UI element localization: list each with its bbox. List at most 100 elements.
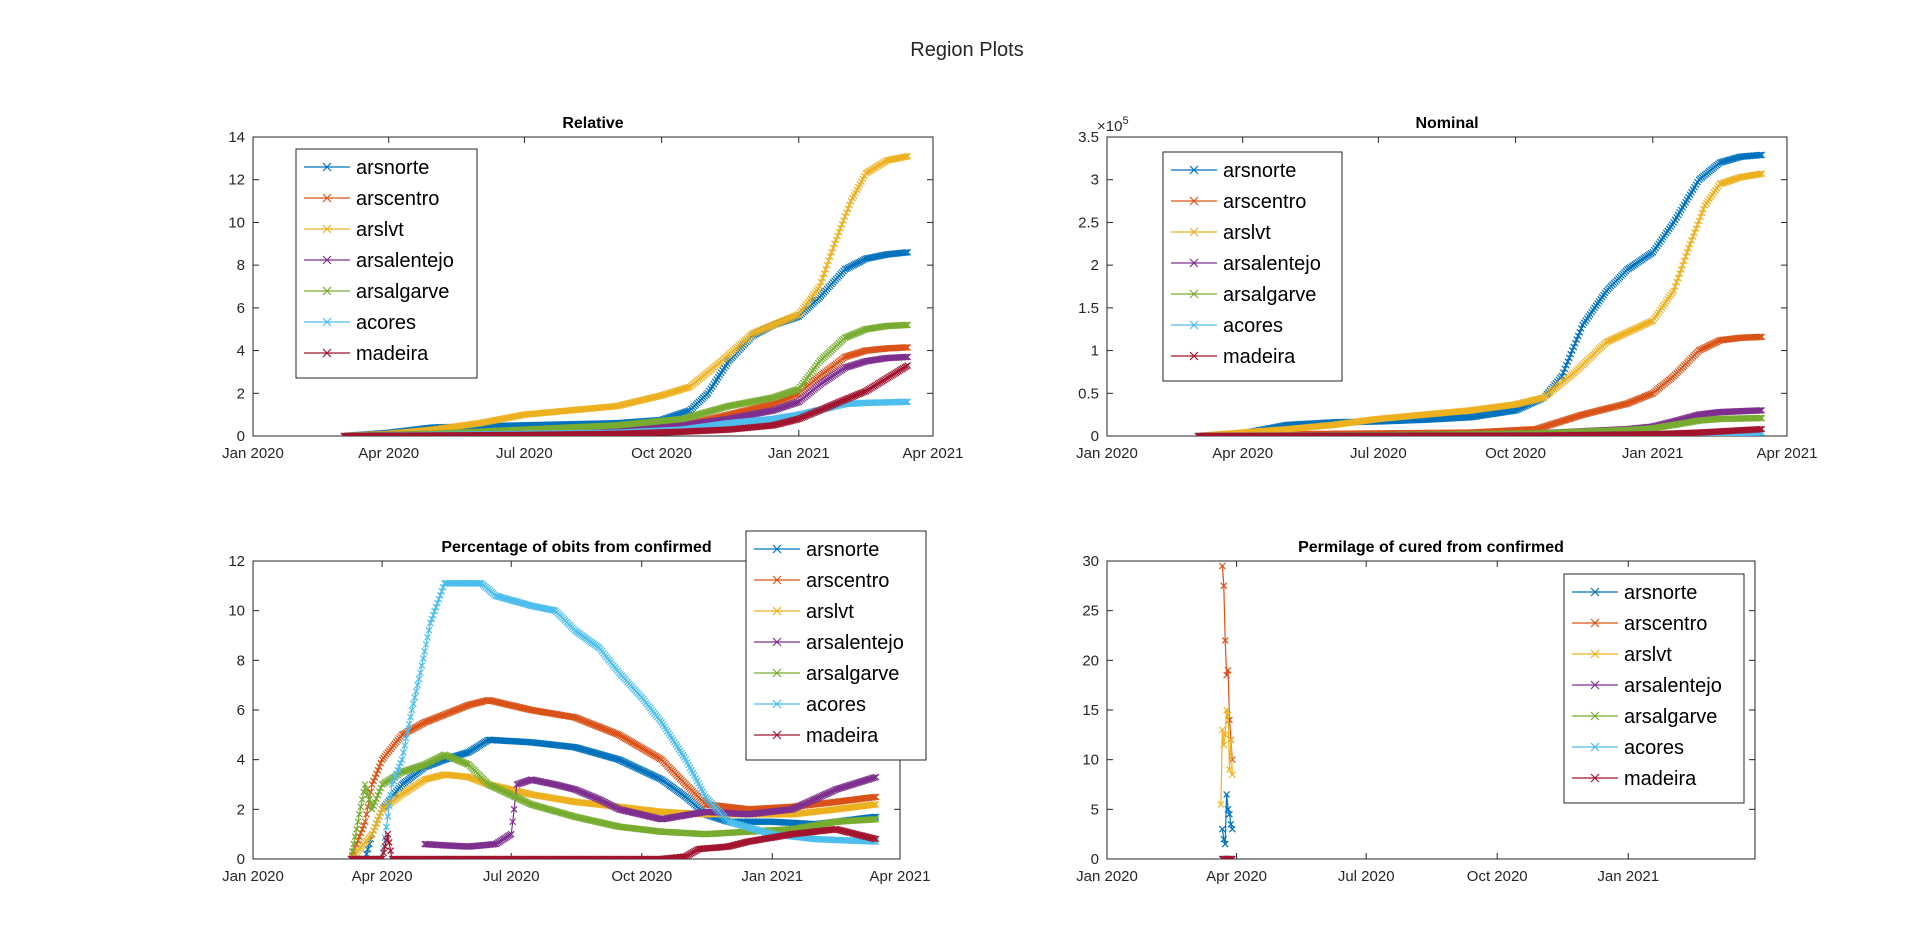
data-point-arsnorte	[1561, 365, 1569, 373]
legend-entry-arscentro: arscentro	[356, 188, 439, 210]
data-point-arslvt	[1674, 274, 1682, 282]
data-point-arsnorte	[1573, 336, 1581, 344]
y-tick-label: 14	[228, 129, 245, 146]
x-tick-label: Jan 2020	[1076, 445, 1138, 462]
data-point-arslvt	[843, 209, 850, 217]
data-point-acores	[901, 398, 909, 406]
data-point-arslvt	[1680, 257, 1688, 265]
data-point-arslvt	[1758, 170, 1766, 178]
x-tick-label: Apr 2020	[358, 445, 419, 462]
data-point-arsnorte	[1574, 332, 1582, 340]
y-tick-label: 3	[1091, 172, 1099, 189]
y-tick-label: 8	[237, 257, 245, 274]
data-point-arslvt	[1691, 229, 1698, 236]
data-point-arsnorte	[1570, 343, 1578, 351]
data-point-arscentro	[902, 344, 910, 351]
data-point-arsnorte	[1562, 361, 1570, 369]
series-madeira	[340, 362, 912, 436]
data-point-arscentro	[1756, 333, 1764, 341]
x-tick-label: Oct 2020	[1485, 445, 1546, 462]
data-point-arslvt	[834, 232, 841, 240]
data-point-arslvt	[1677, 265, 1685, 273]
data-point-arsnorte	[1577, 325, 1585, 333]
data-point-arslvt	[1682, 253, 1690, 261]
x-tick-label: Jul 2020	[496, 445, 553, 462]
data-point-arsalgarve	[902, 321, 910, 329]
data-point-arslvt	[1694, 221, 1701, 229]
data-point-arsalentejo	[1756, 407, 1764, 414]
data-point-arslvt	[1671, 283, 1679, 290]
data-point-arscentro	[1758, 333, 1766, 341]
data-point-arsalgarve	[1756, 414, 1764, 422]
data-point-arsnorte	[1758, 151, 1766, 159]
y-tick-label: 12	[228, 172, 245, 189]
data-point-arsalgarve	[1755, 414, 1763, 422]
legend-entry-acores: acores	[356, 312, 416, 334]
data-point-arscentro	[1755, 333, 1763, 341]
y-exponent-power: 5	[1122, 115, 1128, 127]
axes-title: Relative	[562, 115, 623, 132]
data-point-arscentro	[904, 343, 912, 351]
data-point-arslvt	[904, 152, 912, 160]
data-point-arsalentejo	[901, 353, 909, 361]
x-tick-label: Apr 2020	[1212, 445, 1273, 462]
data-point-arslvt	[1676, 270, 1684, 278]
data-point-arsalgarve	[901, 321, 909, 329]
data-point-arslvt	[846, 201, 853, 209]
axes-title: Nominal	[1415, 115, 1478, 132]
y-tick-label: 0	[237, 428, 245, 445]
data-point-arslvt	[840, 217, 847, 224]
data-point-arslvt	[1688, 236, 1695, 244]
data-point-arslvt	[835, 228, 843, 236]
legend: arsnortearscentroarslvtarsalentejoarsalg…	[295, 148, 478, 379]
data-point-arsnorte	[1756, 151, 1764, 159]
data-point-arsnorte	[902, 249, 910, 256]
y-tick-label: 4	[237, 343, 245, 360]
data-point-arslvt	[820, 270, 828, 278]
data-point-arslvt	[822, 265, 830, 273]
data-point-arslvt	[1683, 248, 1691, 256]
legend-marker-madeira	[322, 348, 332, 358]
data-point-arslvt	[831, 240, 839, 248]
legend-entry-arsnorte: arsnorte	[356, 157, 429, 179]
data-point-arscentro	[901, 344, 909, 351]
data-point-arslvt	[1686, 240, 1694, 248]
y-tick-label: 1	[1091, 343, 1099, 360]
data-point-arsnorte	[1565, 354, 1573, 362]
data-point-arslvt	[829, 244, 837, 252]
y-tick-label: 6	[237, 300, 245, 317]
y-tick-label: 10	[228, 214, 245, 231]
data-point-arsnorte	[1576, 328, 1584, 336]
data-point-arsalgarve	[904, 321, 912, 329]
data-point-arslvt	[832, 236, 840, 244]
y-tick-label: 1.5	[1078, 300, 1099, 317]
data-point-arslvt	[1697, 213, 1704, 221]
data-point-arsalentejo	[902, 353, 910, 361]
data-point-arslvt	[1679, 261, 1687, 269]
x-tick-label: Oct 2020	[631, 445, 692, 462]
x-tick-label: Apr 2021	[903, 445, 964, 462]
data-point-arslvt	[1689, 232, 1697, 240]
data-point-arsalentejo	[1755, 407, 1763, 414]
data-point-arslvt	[1692, 225, 1700, 233]
y-tick-label: 2.5	[1078, 214, 1099, 231]
legend-entry-madeira: madeira	[356, 343, 429, 365]
data-point-arsalentejo	[904, 353, 912, 361]
data-point-arslvt	[1698, 209, 1706, 217]
data-point-arslvt	[844, 205, 852, 213]
y-tick-label: 0.5	[1078, 385, 1099, 402]
data-point-arsnorte	[1559, 369, 1567, 376]
y-tick-label: 3.5	[1078, 129, 1099, 146]
legend-entry-arsalentejo: arsalentejo	[356, 250, 454, 272]
x-tick-label: Jan 2021	[1622, 445, 1684, 462]
data-point-arslvt	[837, 224, 844, 232]
x-tick-label: Jan 2020	[222, 445, 284, 462]
data-point-arslvt	[817, 278, 825, 286]
x-tick-label: Apr 2021	[1757, 445, 1818, 462]
legend-marker-arslvt	[322, 224, 332, 234]
legend-entry-arsalgarve: arsalgarve	[356, 281, 449, 303]
data-point-arslvt	[1685, 244, 1693, 252]
y-tick-label: 2	[1091, 257, 1099, 274]
data-point-madeira	[904, 362, 912, 369]
